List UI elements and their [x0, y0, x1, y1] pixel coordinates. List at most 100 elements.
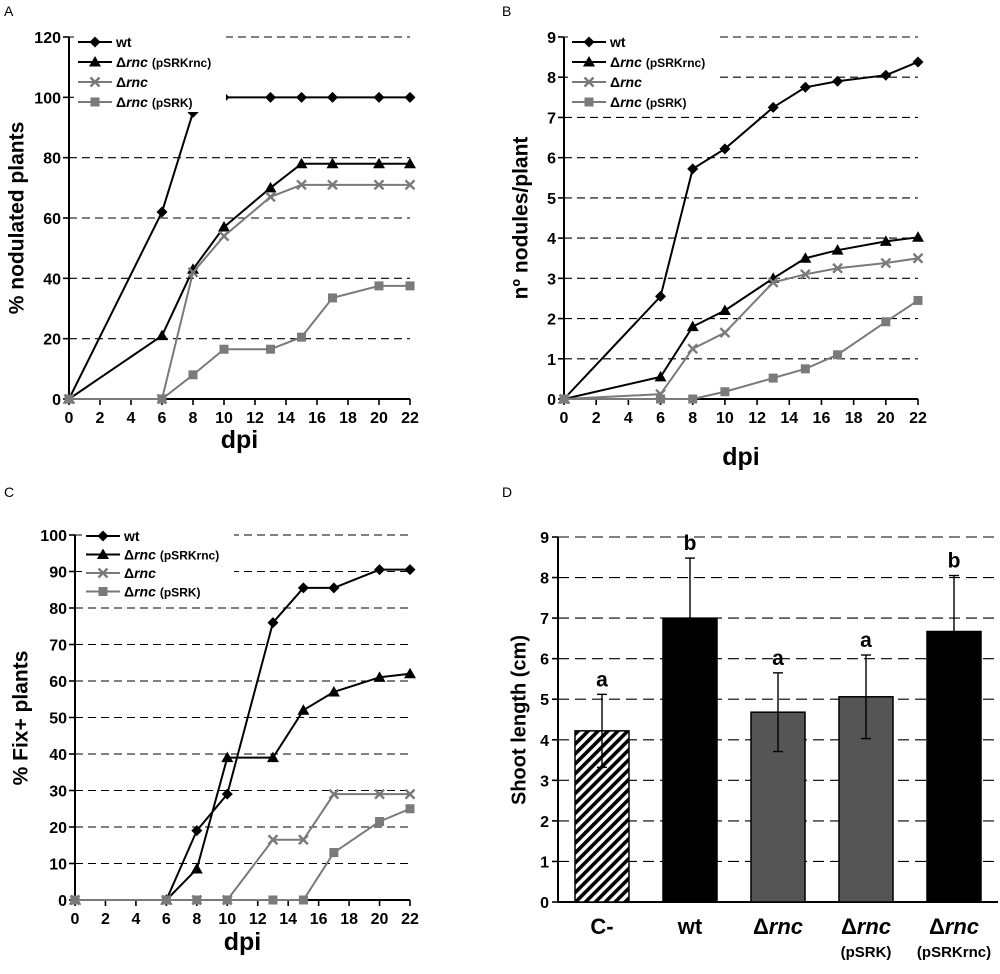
- x-tick-label: 8: [192, 911, 201, 928]
- legend-item-rnc_pSRK: Δrnc (pSRK): [572, 94, 687, 110]
- data-point-wt: [767, 101, 779, 113]
- series-rnc_pSRKrnc: [558, 231, 924, 404]
- data-point-rnc_pSRKrnc: [264, 181, 277, 193]
- category-label: Δrnc: [929, 914, 979, 939]
- data-point-rnc_pSRK: [64, 394, 74, 404]
- data-point-wt: [404, 564, 416, 576]
- y-tick-label: 80: [49, 601, 67, 618]
- gridlines: [564, 36, 918, 360]
- series-line-rnc: [563, 257, 919, 400]
- data-point-wt: [327, 91, 338, 103]
- legend-label: Δrnc (pSRKrnc): [116, 54, 211, 70]
- data-point-rnc_pSRK: [720, 387, 730, 397]
- legend-prefix: Δ: [116, 74, 126, 90]
- y-tick-label: 10: [49, 857, 67, 874]
- x-tick-label: 4: [624, 410, 633, 427]
- data-point-rnc: [404, 788, 416, 800]
- legend-item-rnc_pSRKrnc: Δrnc (pSRKrnc): [78, 54, 211, 70]
- data-point-wt: [191, 825, 203, 837]
- data-point-rnc: [880, 257, 892, 269]
- y-tick-label: 1: [540, 854, 549, 871]
- y-tick-label: 8: [547, 70, 556, 87]
- y-tick-label: 8: [540, 571, 549, 588]
- data-point-rnc_pSRKrnc: [218, 221, 230, 232]
- y-tick-label: 4: [547, 231, 556, 248]
- x-tick-label: 4: [131, 911, 140, 928]
- series-line-rnc_pSRK: [75, 807, 411, 901]
- data-point-rnc_pSRK: [559, 394, 569, 404]
- data-point-rnc: [267, 834, 279, 846]
- data-point-rnc_pSRKrnc: [295, 157, 308, 169]
- data-point-rnc_pSRKrnc: [799, 252, 812, 263]
- data-point-rnc_pSRK: [70, 895, 80, 905]
- x-tick-label: 2: [592, 410, 601, 427]
- x-tick-label: 16: [308, 410, 326, 427]
- legend-suffix: (pSRK): [160, 586, 201, 600]
- legend-label: Δrnc (pSRK): [124, 584, 201, 600]
- data-point-rnc: [218, 230, 230, 242]
- x-tick-label: 12: [249, 911, 267, 928]
- data-point-rnc_pSRKrnc: [404, 157, 416, 169]
- x-tick-label: 18: [339, 410, 357, 427]
- y-tick-label: 7: [540, 611, 549, 628]
- series-rnc: [558, 252, 924, 405]
- y-tick-label: 120: [34, 30, 61, 47]
- series-line-rnc_pSRKrnc: [68, 162, 410, 400]
- legend-suffix: (pSRKrnc): [646, 56, 705, 70]
- data-point-rnc_pSRK: [833, 350, 843, 360]
- x-tick-label: 10: [716, 410, 734, 427]
- legend-label: wt: [609, 34, 626, 50]
- series-line-rnc_pSRKrnc: [75, 672, 411, 901]
- gridlines: [75, 534, 410, 865]
- x-tick-label: 14: [277, 410, 295, 427]
- x-axis-label: dpi: [722, 443, 760, 471]
- x-tick-label: 20: [370, 410, 388, 427]
- legend-marker-rnc_pSRKrnc: [97, 548, 109, 559]
- series-rnc_pSRKrnc: [69, 667, 416, 905]
- panel-letter: A: [4, 3, 14, 19]
- data-point-rnc: [328, 788, 340, 800]
- legend-marker-rnc_pSRK: [98, 587, 108, 596]
- data-point-rnc_pSRK: [266, 344, 275, 354]
- y-tick-label: 1: [547, 352, 556, 369]
- series-rnc_pSRK: [64, 281, 415, 404]
- data-point-rnc_pSRKrnc: [266, 751, 279, 763]
- data-point-rnc: [298, 834, 309, 846]
- data-point-rnc_pSRK: [161, 895, 171, 905]
- category-label: wt: [677, 914, 703, 939]
- y-tick-label: 60: [43, 211, 61, 228]
- legend-italic: rnc: [620, 74, 642, 90]
- x-tick-label: 18: [845, 410, 863, 427]
- y-tick-label: 30: [49, 784, 67, 801]
- x-tick-label: 14: [780, 410, 798, 427]
- y-tick-label: 40: [43, 271, 61, 288]
- data-point-rnc_pSRKrnc: [373, 157, 385, 169]
- y-tick-label: 6: [547, 151, 556, 168]
- data-point-rnc_pSRKrnc: [718, 304, 731, 316]
- category-sublabel: (pSRK): [841, 944, 892, 961]
- data-point-rnc: [265, 191, 276, 203]
- data-point-rnc_pSRKrnc: [831, 244, 844, 255]
- data-point-rnc_pSRKrnc: [190, 862, 203, 874]
- data-point-rnc: [187, 266, 199, 278]
- data-point-wt: [296, 91, 307, 103]
- data-point-rnc_pSRK: [298, 895, 308, 905]
- category-name: wt: [677, 914, 703, 939]
- data-point-rnc_pSRK: [375, 817, 385, 827]
- legend-italic: rnc: [620, 54, 642, 70]
- data-point-rnc_pSRKrnc: [326, 157, 339, 169]
- data-point-wt: [655, 290, 667, 302]
- x-tick-label: 22: [401, 911, 419, 928]
- bar-group: b Δrnc (pSRKrnc): [917, 550, 991, 961]
- data-point-rnc_pSRK: [328, 293, 337, 303]
- y-tick-label: 2: [547, 312, 556, 329]
- x-tick-label: 10: [215, 410, 233, 427]
- category-italic: rnc: [857, 914, 891, 939]
- data-point-rnc_pSRK: [800, 364, 810, 374]
- data-point-wt: [267, 617, 279, 629]
- x-tick-label: 22: [909, 410, 927, 427]
- data-point-rnc_pSRKrnc: [187, 263, 199, 274]
